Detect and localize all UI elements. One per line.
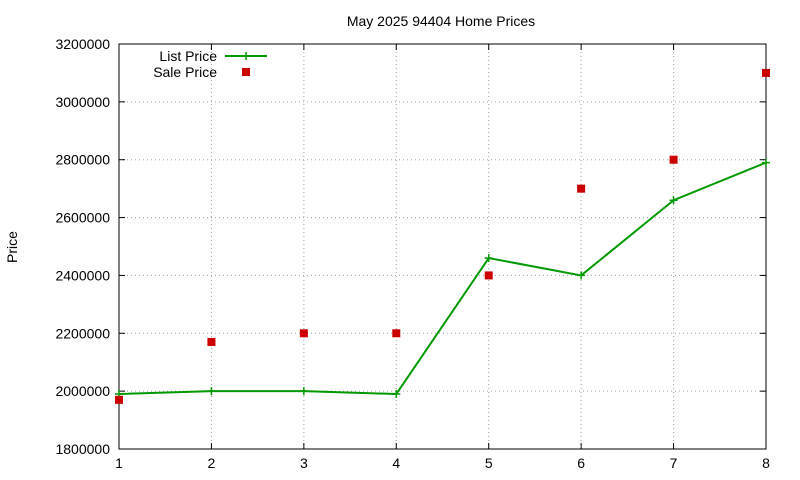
x-tick-label: 4 <box>392 455 400 471</box>
list-price-marker <box>392 390 401 399</box>
sale-price-point <box>115 395 123 404</box>
y-tick-label: 2800000 <box>55 152 110 168</box>
list-price-marker <box>577 271 586 280</box>
x-tick-label: 8 <box>762 455 770 471</box>
y-tick-label: 2000000 <box>55 383 110 399</box>
legend-swatch-sale-price <box>242 68 250 76</box>
list-price-line <box>118 161 767 396</box>
sale-price-point <box>762 68 770 77</box>
list-price-marker <box>669 196 678 205</box>
y-tick-label: 3200000 <box>55 36 110 52</box>
axes: 1 2 3 4 5 6 7 8 1800000 2000000 2200000 2400000 2600… <box>55 36 770 471</box>
sale-price-point <box>392 329 401 338</box>
y-tick-label: 2200000 <box>55 325 110 341</box>
legend-swatch-list-price-marker <box>242 52 250 60</box>
y-tick-label: 2400000 <box>55 267 110 283</box>
y-tick-label: 1800000 <box>55 441 110 457</box>
x-tick-label: 3 <box>300 455 308 471</box>
x-tick-label: 5 <box>485 455 493 471</box>
chart-title: May 2025 94404 Home Prices <box>347 13 535 29</box>
sale-price-point <box>207 337 216 346</box>
y-tick-label: 2600000 <box>55 210 110 226</box>
sale-price-point <box>669 155 678 164</box>
list-price-marker <box>207 387 216 396</box>
sale-price-point <box>577 184 586 193</box>
x-tick-label: 6 <box>577 455 585 471</box>
y-axis-label: Price <box>4 231 20 263</box>
legend-label-sale-price: Sale Price <box>153 64 217 80</box>
data-series <box>115 68 770 404</box>
sale-price-point <box>299 329 308 338</box>
grid-lines <box>119 44 766 449</box>
y-tick-label: 3000000 <box>55 94 110 110</box>
x-tick-label: 7 <box>670 455 678 471</box>
legend-label-list-price: List Price <box>159 48 217 64</box>
plot-frame <box>118 43 767 450</box>
list-price-marker <box>762 158 770 167</box>
x-tick-label: 1 <box>115 455 123 471</box>
sale-price-point <box>484 271 493 280</box>
x-tick-label: 2 <box>208 455 216 471</box>
list-price-marker <box>484 254 493 263</box>
list-price-marker <box>299 387 308 396</box>
